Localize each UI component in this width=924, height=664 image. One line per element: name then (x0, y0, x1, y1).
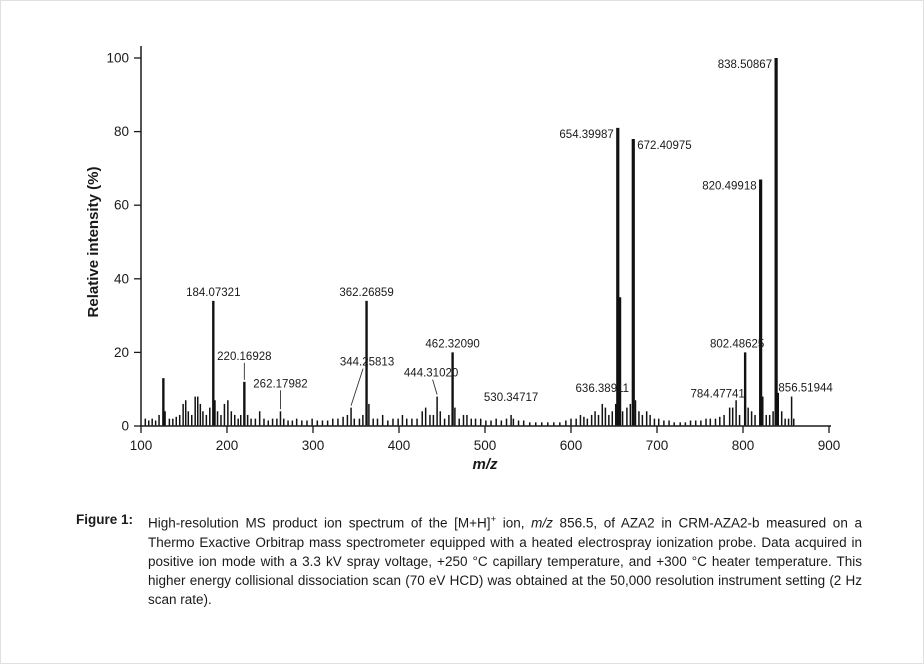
peak-labels-group: 184.07321 220.16928 262.17982 344.25813 362.… (186, 59, 833, 410)
peak-label: 802.48625 (710, 338, 764, 350)
x-axis-title: m/z (472, 456, 498, 473)
peak-label-leader (432, 379, 438, 395)
peak-label-leader (350, 368, 364, 406)
peak-label: 444.31020 (404, 368, 458, 380)
y-tick-label: 20 (114, 345, 129, 360)
peak-label: 530.34717 (484, 392, 538, 404)
x-tick-label: 100 (130, 438, 153, 453)
peak-label: 636.38911 (576, 383, 630, 395)
caption-segment: m/z (531, 515, 553, 531)
x-tick-label: 600 (560, 438, 583, 453)
peak-label: 654.39987 (559, 129, 613, 141)
y-tick-label: 80 (114, 124, 129, 139)
figure-caption-block: Figure 1: High-resolution MS product ion… (76, 510, 862, 609)
peak-label: 672.40975 (637, 140, 691, 152)
y-tick-label: 40 (114, 271, 129, 286)
caption-segment: + (490, 514, 497, 525)
peak-label: 856.51944 (778, 383, 833, 395)
caption-segment: ion, (496, 515, 532, 531)
peaks-group (144, 58, 795, 426)
figure-caption-text: High-resolution MS product ion spectrum … (148, 510, 862, 609)
x-tick-label: 500 (474, 438, 497, 453)
peak-label: 344.25813 (340, 357, 394, 369)
x-tick-label: 400 (388, 438, 411, 453)
ms-spectrum-chart: 100 200 300 400 500 600 700 800 900 0 20 40 60 80 100 R… (85, 46, 840, 473)
peak-label: 784.47741 (690, 389, 744, 401)
peak-label: 262.17982 (253, 378, 307, 390)
x-tick-label: 800 (732, 438, 755, 453)
peak-label: 820.49918 (702, 180, 756, 192)
caption-segment: 856.5, of AZA2 in CRM-AZA2-b measured on… (148, 515, 862, 607)
figure-label: Figure 1: (76, 512, 134, 527)
x-tick-label: 700 (646, 438, 669, 453)
caption-segment: High-resolution MS product ion spectrum … (148, 515, 491, 531)
y-tick-label: 0 (121, 419, 129, 434)
y-axis-title: Relative intensity (%) (85, 167, 102, 318)
peak-label: 362.26859 (339, 287, 393, 299)
x-tick-label: 900 (818, 438, 841, 453)
y-tick-label: 100 (106, 51, 129, 66)
peak-label: 462.32090 (425, 338, 479, 350)
y-tick-label: 60 (114, 198, 129, 213)
x-tick-label: 200 (216, 438, 239, 453)
peak-label: 184.07321 (186, 287, 240, 299)
peak-label: 220.16928 (217, 351, 271, 363)
x-tick-label: 300 (302, 438, 325, 453)
axes: 100 200 300 400 500 600 700 800 900 0 20 40 60 80 100 (106, 46, 840, 453)
peak-label: 838.50867 (718, 59, 772, 71)
